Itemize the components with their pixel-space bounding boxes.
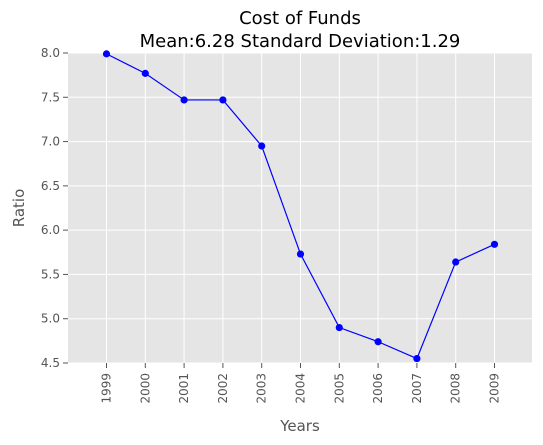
x-tick-label: 2006: [371, 373, 385, 404]
y-tick-label: 6.5: [41, 179, 60, 193]
y-tick-label: 4.5: [41, 356, 60, 370]
data-point: [141, 69, 149, 77]
x-tick-label: 2001: [177, 373, 191, 404]
y-tick-label: 5.5: [41, 267, 60, 281]
data-point: [374, 338, 382, 346]
data-point: [258, 142, 266, 150]
data-point: [413, 354, 421, 363]
x-axis-label: Years: [279, 417, 320, 435]
y-tick-label: 5.0: [41, 312, 60, 326]
chart-title: Cost of Funds: [239, 8, 361, 29]
data-series: [102, 50, 499, 363]
data-point: [452, 258, 460, 266]
x-tick-label: 2008: [449, 373, 463, 404]
x-tick-label: 2005: [332, 373, 346, 404]
axis-ticks: 4.5 5.0 5.5 6.0 6.5 7.0 7.5 8.0 1999 2000 2001 2002…: [41, 46, 502, 404]
y-tick-label: 6.0: [41, 223, 60, 237]
data-point: [296, 250, 305, 258]
data-point: [180, 96, 188, 104]
data-point: [490, 240, 499, 248]
x-tick-label: 2009: [488, 373, 502, 404]
x-tick-label: 2002: [216, 373, 230, 404]
data-point: [102, 50, 111, 58]
y-axis-label: Ratio: [10, 189, 28, 228]
grid-lines: [68, 52, 532, 364]
x-tick-label: 2003: [255, 373, 269, 404]
x-tick-label: 2000: [138, 373, 152, 404]
x-tick-label: 2004: [294, 373, 308, 404]
x-tick-label: 1999: [100, 373, 114, 404]
y-tick-label: 7.5: [41, 90, 60, 104]
chart-subtitle: Mean:6.28 Standard Deviation:1.29: [140, 31, 461, 52]
data-point: [335, 323, 343, 332]
data-point: [219, 96, 227, 104]
y-tick-label: 8.0: [41, 46, 60, 60]
y-tick-label: 7.0: [41, 135, 60, 149]
x-tick-label: 2007: [410, 373, 424, 404]
